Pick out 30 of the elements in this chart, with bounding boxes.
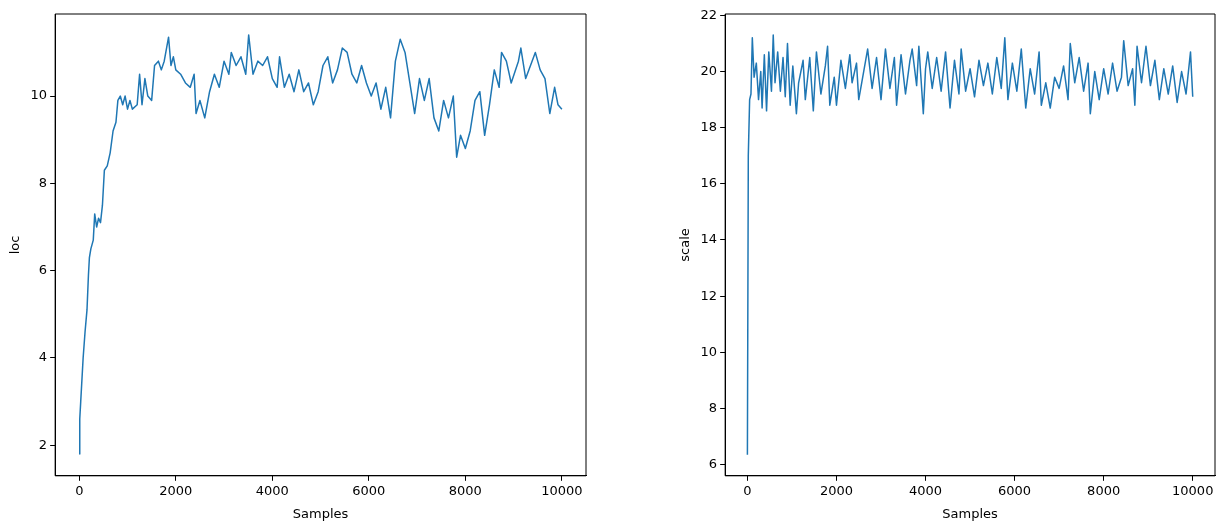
x-axis-title: Samples [292, 505, 349, 521]
x-tick-label: 6000 [352, 482, 386, 498]
y-tick-label: 10 [700, 343, 718, 359]
x-tick-label: 2000 [819, 482, 854, 498]
y-axis-title: scale [677, 228, 693, 262]
x-tick-label: 4000 [255, 482, 289, 498]
y-tick-label: 2 [38, 436, 48, 452]
x-tick-label: 10000 [1172, 482, 1214, 498]
y-tick-label: 14 [700, 231, 718, 247]
y-tick-label: 18 [700, 119, 718, 135]
y-tick-label: 16 [700, 175, 718, 191]
y-axis-title: loc [7, 235, 23, 255]
x-tick-label: 6000 [998, 482, 1032, 498]
y-tick-label: 6 [38, 262, 48, 278]
x-tick-label: 8000 [448, 482, 482, 498]
y-tick-label: 12 [700, 287, 718, 303]
y-tick-label: 4 [38, 349, 48, 365]
y-tick-label: 10 [30, 87, 48, 103]
x-tick-label: 8000 [1087, 482, 1121, 498]
x-tick-label: 0 [743, 482, 752, 498]
x-tick-label: 0 [75, 482, 84, 498]
x-tick-label: 2000 [159, 482, 193, 498]
x-tick-label: 4000 [908, 482, 943, 498]
y-tick-label: 8 [708, 399, 718, 415]
y-tick-label: 22 [700, 6, 718, 22]
x-tick-label: 10000 [541, 482, 583, 498]
y-tick-label: 6 [708, 455, 718, 471]
x-axis-title: Samples [942, 505, 999, 521]
y-tick-label: 20 [700, 62, 718, 78]
y-tick-label: 8 [38, 174, 48, 190]
